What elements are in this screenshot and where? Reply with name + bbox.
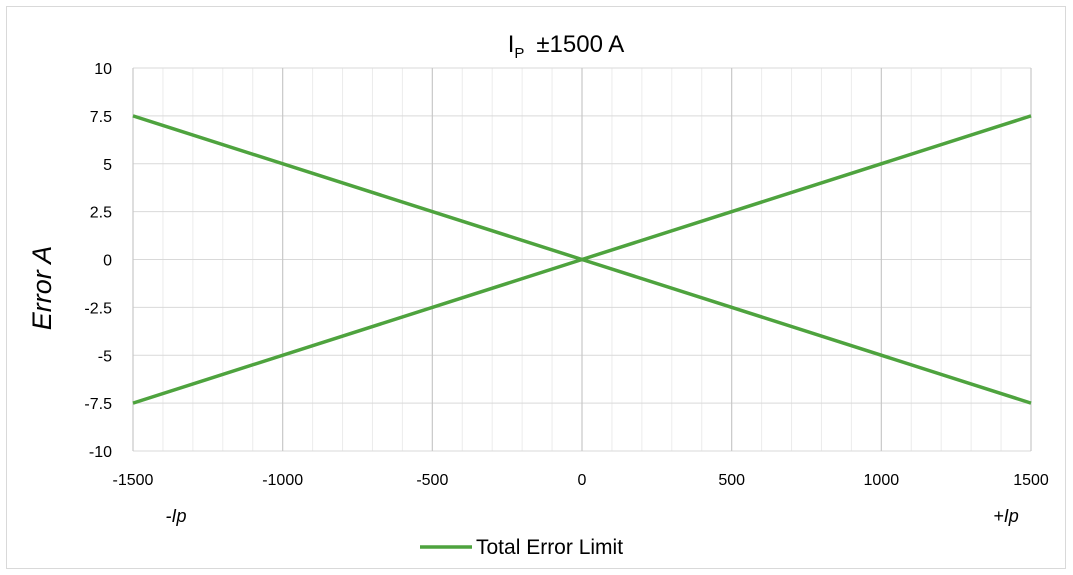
x-note-right: +Ip	[993, 506, 1019, 526]
y-tick-label: -10	[89, 444, 112, 461]
x-tick-label: 0	[578, 472, 587, 489]
x-tick-label: -500	[416, 472, 448, 489]
y-tick-label: 5	[103, 157, 112, 174]
x-tick-label: 500	[718, 472, 745, 489]
x-note-left: -Ip	[165, 506, 186, 526]
x-tick-label: -1500	[113, 472, 154, 489]
x-tick-label: -1000	[262, 472, 303, 489]
y-tick-label: -2.5	[84, 300, 112, 317]
y-tick-label: 2.5	[90, 205, 112, 222]
x-tick-label: 1000	[864, 472, 900, 489]
y-axis-label: Error A	[27, 246, 57, 331]
x-tick-label: 1500	[1013, 472, 1049, 489]
legend: Total Error Limit	[420, 536, 623, 559]
series-layer	[132, 114, 1032, 405]
legend-label: Total Error Limit	[476, 536, 623, 559]
chart-title: IP ±1500 A	[508, 31, 625, 62]
tick-labels: 10 7.5 5 2.5 0 -2.5 -5 -7.5 -10-1500 -1000 -500 0 50…	[84, 61, 1048, 489]
y-tick-label: -7.5	[84, 396, 112, 413]
y-tick-label: 0	[103, 253, 112, 270]
series-line-2	[132, 114, 1032, 405]
y-tick-label: 10	[94, 61, 112, 78]
y-tick-label: 7.5	[90, 109, 112, 126]
y-tick-label: -5	[98, 348, 112, 365]
chart-frame	[6, 6, 1066, 569]
